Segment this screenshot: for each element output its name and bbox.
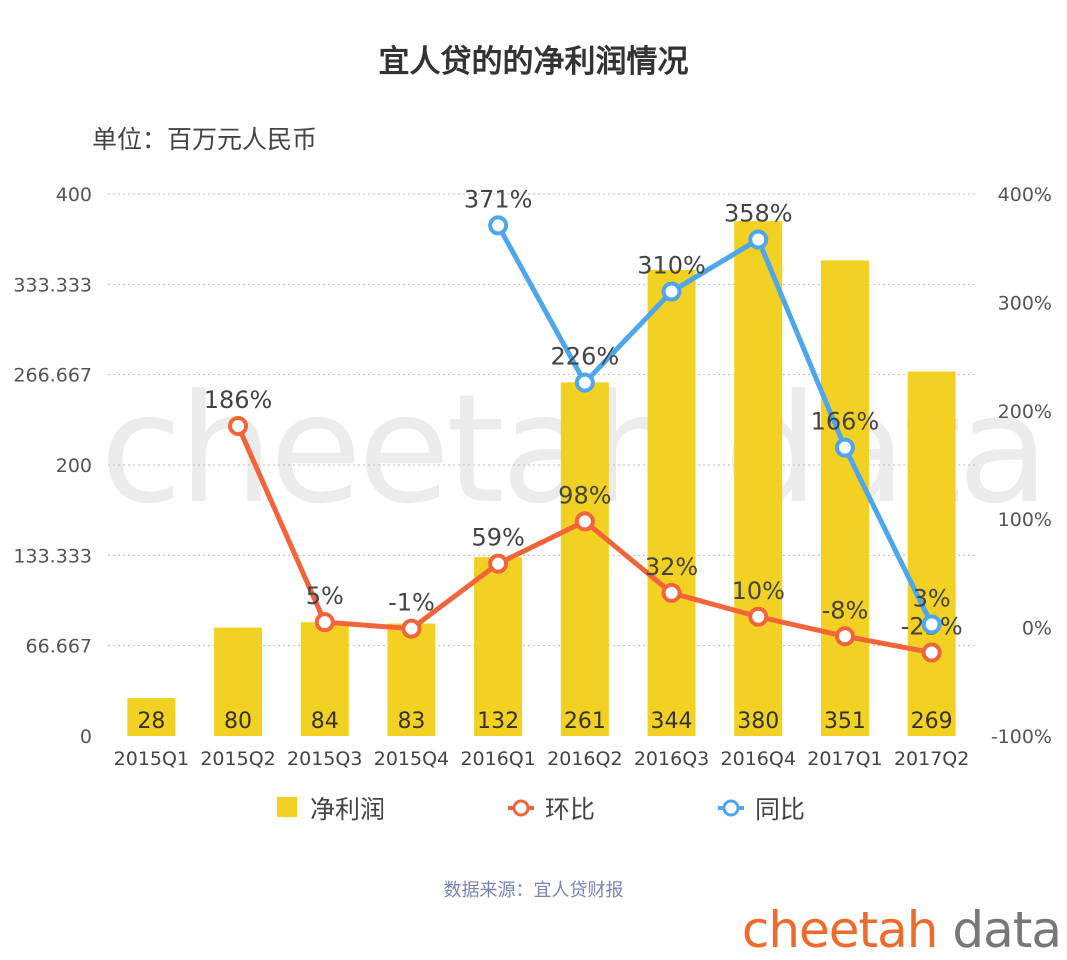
bar-value-label: 84 [311,709,339,734]
y-tick-right: -100% [991,726,1052,748]
y-tick-left: 200 [56,455,92,477]
y-tick-right: 400% [998,184,1052,206]
bar [907,371,956,736]
y-tick-right: 100% [998,509,1052,531]
line-point [574,511,595,532]
x-tick-label: 2017Q1 [807,748,882,770]
bar [214,627,263,736]
line-point [661,582,682,603]
line-value-label: 3% [913,584,951,612]
series-line-yoy [495,224,934,626]
line-point [574,372,595,393]
bar [300,622,349,736]
bar-value-label: 380 [737,709,779,734]
chart: 0 66.667 133.333 200 266.667 333.333 400 -100% 0… [13,184,1052,824]
bar [474,557,523,736]
line-value-label: 59% [471,524,524,552]
line-point [834,626,855,647]
brand-logo: cheetah data [741,900,1062,960]
line-value-label: 166% [811,408,880,436]
chart-title: 宜人贷的的净利润情况 [378,44,689,80]
line-point [488,215,509,236]
line-value-label: 5% [306,582,344,610]
y-tick-left: 400 [56,184,92,206]
source-note: 数据来源：宜人贷财报 [443,880,624,901]
y-tick-left: 266.667 [13,365,92,387]
bar [820,260,869,736]
x-tick-label: 2015Q2 [200,748,275,770]
y-tick-right: 300% [998,292,1052,314]
bar [560,382,609,736]
bar-value-label: 132 [477,709,519,734]
legend-marker [722,799,740,817]
bar [387,623,436,736]
x-tick-label: 2016Q3 [634,748,709,770]
x-tick-label: 2015Q4 [374,748,449,770]
x-tick-label: 2017Q2 [894,748,969,770]
y-tick-left: 66.667 [26,636,92,658]
x-tick-label: 2015Q1 [114,748,189,770]
bar-value-label: 83 [397,709,425,734]
line-value-label: 310% [637,252,706,280]
line-value-label: 226% [551,343,620,371]
legend-label: 环比 [545,795,595,824]
legend-label: 同比 [755,795,805,824]
y-tick-left: 133.333 [13,545,92,567]
y-tick-left: 333.333 [13,274,92,296]
x-tick-label: 2016Q1 [460,748,535,770]
line-point [228,415,249,436]
bar-value-label: 344 [651,709,693,734]
bar-value-label: 261 [564,709,606,734]
line-point [488,553,509,574]
y-tick-right: 200% [998,401,1052,423]
bar [647,269,696,736]
line-point [314,612,335,633]
bar-value-label: 28 [137,709,165,734]
x-tick-label: 2015Q3 [287,748,362,770]
line-point [834,437,855,458]
legend-label: 净利润 [310,795,385,824]
line-value-label: 32% [645,553,698,581]
line-value-label: 98% [558,481,611,509]
line-value-label: -8% [822,596,869,624]
line-point [921,642,942,663]
line-point [748,229,769,250]
line-value-label: 10% [732,577,785,605]
x-tick-label: 2016Q4 [721,748,796,770]
legend-swatch-bar [277,797,297,817]
line-value-label: 186% [204,386,273,414]
bar [127,698,176,736]
line-point [661,281,682,302]
line-point [748,606,769,627]
brand-part2: data [937,901,1062,959]
line-point [921,614,942,635]
bar-value-label: 351 [824,709,866,734]
y-tick-right: 0% [1022,618,1052,640]
legend-marker [512,799,530,817]
line-value-label: 371% [464,185,533,213]
brand-part1: cheetah [741,901,939,959]
y-tick-left: 0 [80,726,92,748]
line-value-label: -1% [388,589,435,617]
line-point [401,618,422,639]
unit-label: 单位：百万元人民币 [92,125,318,154]
bar-value-label: 80 [224,709,252,734]
x-tick-label: 2016Q2 [547,748,622,770]
line-value-label: 358% [724,200,793,228]
bar-value-label: 269 [911,709,953,734]
bar [734,221,783,737]
